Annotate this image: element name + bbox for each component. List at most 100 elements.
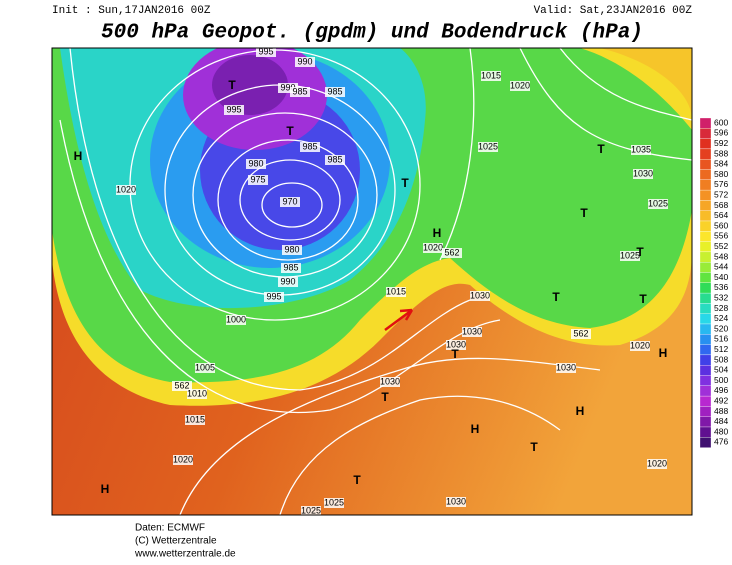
isobar-label: 1035 xyxy=(631,144,651,154)
label-box xyxy=(325,87,345,97)
colorbar-swatch xyxy=(699,210,712,222)
isobar-label: 1020 xyxy=(630,340,650,350)
label-box xyxy=(246,159,266,169)
colorbar-label: 520 xyxy=(714,323,728,333)
label-box xyxy=(282,245,302,255)
label-box xyxy=(280,197,300,207)
label-box xyxy=(248,175,268,185)
label-box xyxy=(620,251,640,261)
isobar-label: 1020 xyxy=(510,80,530,90)
isobar-label: 970 xyxy=(282,196,297,206)
footer-line: www.wetterzentrale.de xyxy=(134,549,236,560)
isobar-label: 985 xyxy=(292,86,307,96)
pressure-center: H xyxy=(576,404,585,418)
label-box xyxy=(442,248,462,258)
colorbar-label: 492 xyxy=(714,396,728,406)
colorbar-label: 552 xyxy=(714,241,728,251)
isobar-label: 1025 xyxy=(648,198,668,208)
label-box xyxy=(281,263,301,273)
isobar-label: 1030 xyxy=(462,326,482,336)
isobar-label: 990 xyxy=(297,56,312,66)
isobar-label: 990 xyxy=(280,276,295,286)
label-box xyxy=(295,57,315,67)
colorbar-label: 536 xyxy=(714,282,728,292)
pressure-center: T xyxy=(639,292,647,306)
pressure-center: T xyxy=(353,473,361,487)
label-box xyxy=(290,87,310,97)
colorbar-label: 524 xyxy=(714,313,728,323)
footer-line: (C) Wetterzentrale xyxy=(135,536,217,547)
pressure-center: H xyxy=(433,226,442,240)
colorbar-swatch xyxy=(699,148,712,160)
isobar-label: 1030 xyxy=(380,376,400,386)
pressure-center: H xyxy=(471,422,480,436)
label-box xyxy=(481,71,501,81)
colorbar-swatch xyxy=(699,395,712,407)
colorbar-swatch xyxy=(699,375,712,386)
colorbar: 6005965925885845805765725685645605565525… xyxy=(699,117,728,448)
colorbar-swatch xyxy=(699,282,712,294)
colorbar-label: 580 xyxy=(714,169,728,179)
isobar-label: 562 xyxy=(174,380,189,390)
isobar-label: 1005 xyxy=(195,362,215,372)
pressure-center: H xyxy=(101,482,110,496)
isobar-label: 980 xyxy=(284,244,299,254)
colorbar-swatch xyxy=(699,416,712,428)
label-box xyxy=(278,277,298,287)
colorbar-swatch xyxy=(699,344,712,356)
arrow xyxy=(384,308,414,332)
footer: Daten: ECMWF (C) Wetterzentrale www.wett… xyxy=(134,523,236,560)
colorbar-swatch xyxy=(699,406,712,417)
label-box xyxy=(172,381,192,391)
isobar-label: 1030 xyxy=(470,290,490,300)
label-box xyxy=(386,287,406,297)
isobar-label: 995 xyxy=(226,104,241,114)
isobar-label: 1030 xyxy=(446,496,466,506)
isobar-label: 1020 xyxy=(116,184,136,194)
isobar-label: 1025 xyxy=(620,250,640,260)
label-box xyxy=(647,459,667,469)
map-frame xyxy=(51,47,693,516)
label-box xyxy=(325,155,345,165)
pressure-center: T xyxy=(580,206,588,220)
isobar-label: 562 xyxy=(444,247,459,257)
pressure-center: H xyxy=(74,149,83,163)
colorbar-label: 560 xyxy=(714,220,728,230)
colorbar-label: 484 xyxy=(714,416,728,426)
colorbar-label: 568 xyxy=(714,200,728,210)
colorbar-label: 516 xyxy=(714,334,728,344)
colorbar-swatch xyxy=(699,128,712,139)
label-box xyxy=(324,498,344,508)
colorbar-label: 588 xyxy=(714,148,728,158)
valid-time: Valid: Sat,23JAN2016 00Z xyxy=(534,5,693,17)
footer-line: Daten: ECMWF xyxy=(135,523,205,534)
label-box xyxy=(470,291,490,301)
colorbar-label: 528 xyxy=(714,303,728,313)
label-box xyxy=(446,497,466,507)
pressure-center: T xyxy=(286,124,294,138)
colorbar-swatch xyxy=(699,159,712,170)
isobar-label: 1015 xyxy=(386,286,406,296)
colorbar-swatch xyxy=(699,354,712,366)
colorbar-label: 508 xyxy=(714,354,728,364)
colorbar-label: 584 xyxy=(714,159,728,169)
colorbar-label: 540 xyxy=(714,272,728,282)
colorbar-swatch xyxy=(699,189,712,201)
isobar-label: 1030 xyxy=(446,339,466,349)
purple-core xyxy=(212,55,288,115)
colorbar-label: 500 xyxy=(714,375,728,385)
colorbar-label: 600 xyxy=(714,117,728,127)
pressure-center: T xyxy=(381,390,389,404)
pressure-center: T xyxy=(228,78,236,92)
colorbar-label: 496 xyxy=(714,385,728,395)
colorbar-label: 512 xyxy=(714,344,728,354)
label-box xyxy=(446,340,466,350)
label-box xyxy=(380,377,400,387)
label-box xyxy=(173,455,193,465)
colorbar-label: 544 xyxy=(714,262,728,272)
colorbar-label: 572 xyxy=(714,190,728,200)
label-box xyxy=(462,327,482,337)
isobar-label: 1020 xyxy=(173,454,193,464)
